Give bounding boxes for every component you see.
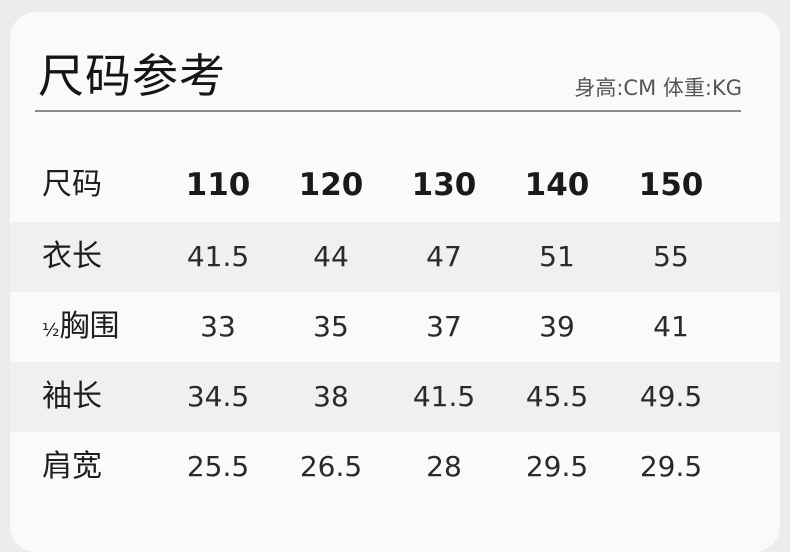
table-cell: 25.5 bbox=[186, 450, 250, 483]
table-cell: 44 bbox=[313, 240, 349, 273]
table-cell: 51 bbox=[539, 240, 575, 273]
table-cell: 35 bbox=[313, 310, 349, 343]
row-label: ½胸围 bbox=[42, 292, 119, 362]
divider bbox=[35, 110, 741, 112]
table-cell: 45.5 bbox=[525, 380, 589, 413]
table-cell: 26.5 bbox=[299, 450, 363, 483]
table-cell: 38 bbox=[313, 380, 349, 413]
units-note: 身高:CM 体重:KG bbox=[574, 76, 742, 100]
size-chart-card: 尺码参考 身高:CM 体重:KG 尺码 110 120 130 140 150 … bbox=[10, 12, 780, 552]
row-label: 肩宽 bbox=[42, 449, 102, 484]
table-cell: 37 bbox=[426, 310, 462, 343]
table-header-row: 尺码 110 120 130 140 150 bbox=[10, 150, 780, 220]
size-header: 110 bbox=[185, 167, 251, 203]
table-cell: 34.5 bbox=[186, 380, 250, 413]
table-cell: 41.5 bbox=[412, 380, 476, 413]
row-label: 衣长 bbox=[42, 239, 102, 274]
table-row: 衣长 41.5 44 47 51 55 bbox=[10, 222, 780, 292]
table-row: ½胸围 33 35 37 39 41 bbox=[10, 292, 780, 362]
table-cell: 47 bbox=[426, 240, 462, 273]
table-cell: 39 bbox=[539, 310, 575, 343]
table-row: 肩宽 25.5 26.5 28 29.5 29.5 bbox=[10, 432, 780, 502]
table-cell: 41 bbox=[653, 310, 689, 343]
page-title: 尺码参考 bbox=[38, 49, 226, 103]
size-header: 150 bbox=[638, 167, 704, 203]
size-header: 130 bbox=[411, 167, 477, 203]
table-row: 袖长 34.5 38 41.5 45.5 49.5 bbox=[10, 362, 780, 432]
table-cell: 29.5 bbox=[639, 450, 703, 483]
row-label-text: 胸围 bbox=[59, 309, 120, 344]
table-cell: 41.5 bbox=[186, 240, 250, 273]
table-cell: 33 bbox=[200, 310, 236, 343]
table-cell: 55 bbox=[653, 240, 689, 273]
half-prefix: ½ bbox=[42, 320, 60, 341]
size-header: 120 bbox=[298, 167, 364, 203]
table-cell: 49.5 bbox=[639, 380, 703, 413]
row-label: 袖长 bbox=[42, 379, 102, 414]
header-label: 尺码 bbox=[42, 167, 102, 202]
table-cell: 28 bbox=[426, 450, 462, 483]
size-header: 140 bbox=[524, 167, 590, 203]
table-cell: 29.5 bbox=[525, 450, 589, 483]
